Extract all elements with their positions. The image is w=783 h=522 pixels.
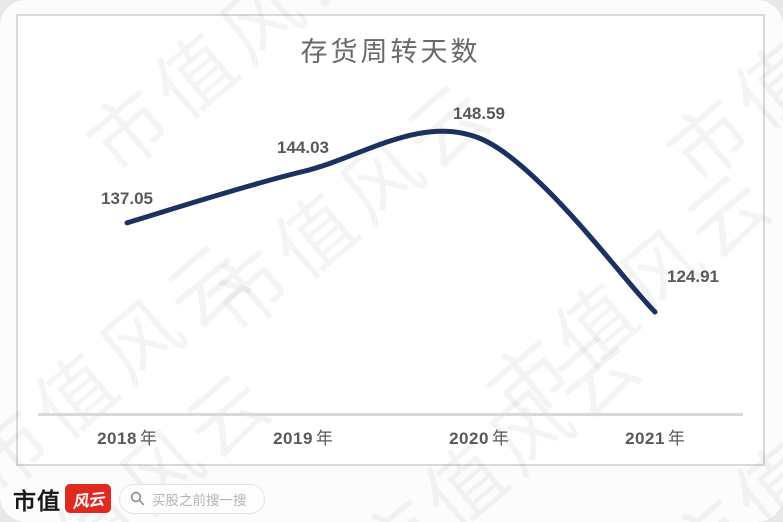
x-axis-line [38,413,743,416]
chart-card [16,14,765,466]
data-label: 137.05 [101,188,153,208]
x-axis-label: 2020 年 [449,429,509,448]
brand-text: 市值 [13,487,61,514]
data-label: 124.91 [667,267,719,286]
brand-logo: 风云 [65,484,111,513]
x-axis-label: 2019 年 [273,429,333,448]
x-axis-label: 2021 年 [625,429,685,448]
x-axis-label: 2018 年 [97,429,157,448]
brand-logo-text: 风云 [71,490,106,512]
data-label: 148.59 [453,104,505,123]
data-label: 144.03 [277,137,329,157]
search-input[interactable]: 买股之前搜一搜 [119,483,265,514]
chart-title: 存货周转天数 [300,37,481,67]
footer-bar: 市值 风云 买股之前搜一搜 [13,483,265,514]
search-placeholder: 买股之前搜一搜 [152,492,247,508]
search-icon [130,491,145,506]
